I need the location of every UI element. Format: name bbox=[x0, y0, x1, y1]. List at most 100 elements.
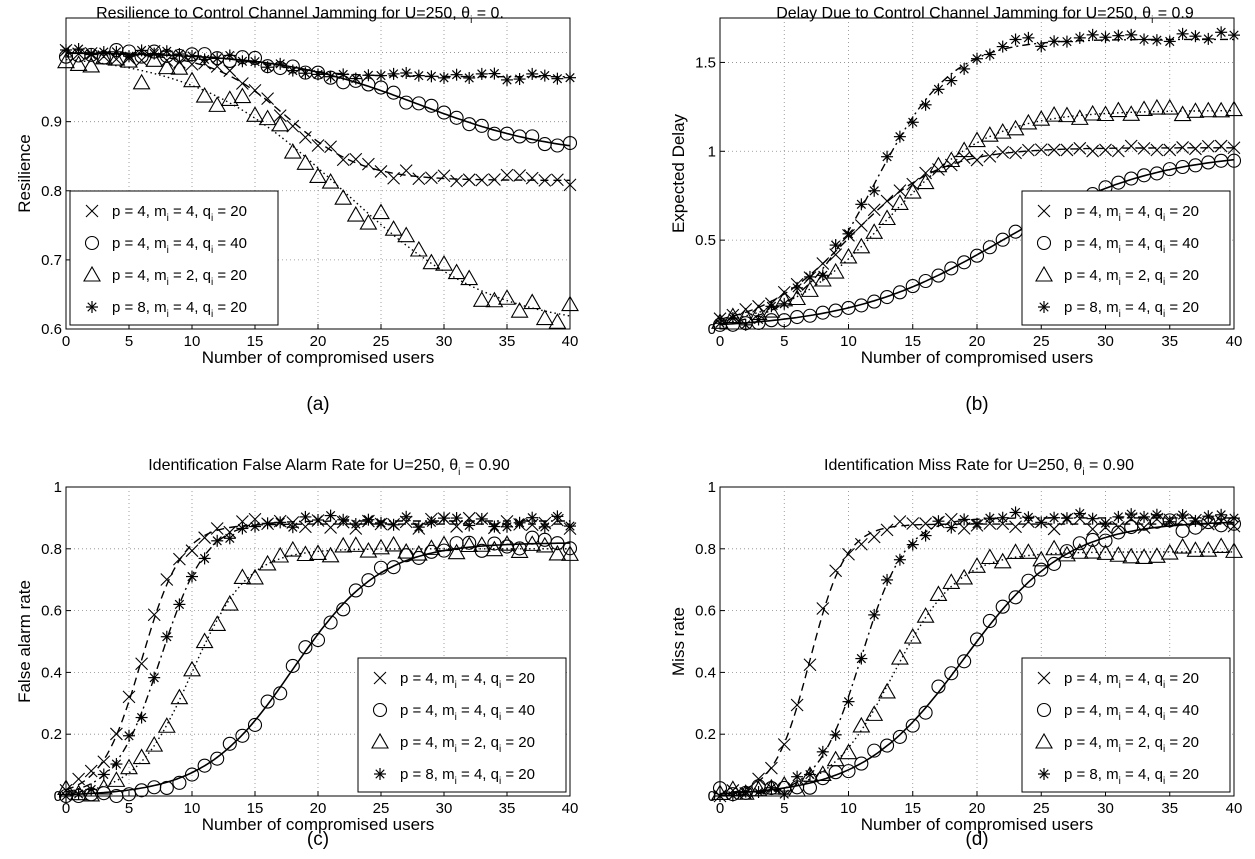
data-point bbox=[1227, 141, 1241, 155]
data-point bbox=[375, 69, 387, 82]
data-point bbox=[210, 522, 224, 535]
data-point bbox=[1060, 35, 1073, 48]
data-point bbox=[472, 536, 491, 552]
x-tick-label: 0 bbox=[716, 333, 724, 350]
data-point bbox=[400, 66, 413, 79]
data-point bbox=[236, 55, 249, 68]
data-point bbox=[726, 312, 739, 325]
y-tick-label: 0 bbox=[54, 788, 62, 805]
x-tick-label: 25 bbox=[1033, 800, 1050, 817]
data-point bbox=[802, 308, 818, 323]
data-point bbox=[918, 705, 933, 720]
data-point bbox=[246, 568, 264, 585]
y-tick-label: 0.9 bbox=[41, 114, 62, 131]
y-tick-label: 0.2 bbox=[41, 726, 62, 743]
legend-marker bbox=[85, 204, 99, 218]
data-point bbox=[880, 523, 894, 537]
data-point bbox=[1047, 143, 1061, 157]
data-point bbox=[714, 317, 726, 330]
data-point bbox=[157, 717, 176, 733]
legend-label: p = 4, mi = 4, qi = 20 bbox=[1064, 670, 1199, 691]
data-point bbox=[1135, 100, 1153, 117]
legend-box bbox=[69, 190, 279, 326]
data-point bbox=[996, 145, 1010, 159]
data-point bbox=[969, 248, 985, 263]
data-point bbox=[880, 194, 894, 208]
data-point bbox=[310, 633, 326, 648]
data-point bbox=[324, 509, 337, 522]
data-point bbox=[944, 261, 959, 276]
data-point bbox=[968, 131, 986, 148]
data-point bbox=[296, 545, 315, 562]
data-point bbox=[1176, 509, 1189, 522]
data-point bbox=[274, 57, 287, 70]
data-point bbox=[157, 58, 176, 75]
data-point bbox=[110, 758, 123, 771]
y-tick-label: 0.2 bbox=[695, 726, 716, 743]
data-point bbox=[1032, 110, 1051, 126]
data-point bbox=[854, 219, 868, 232]
data-point bbox=[980, 126, 999, 142]
series-4 bbox=[60, 43, 576, 86]
data-point bbox=[945, 74, 958, 87]
data-point bbox=[1147, 547, 1166, 563]
x-tick-label: 20 bbox=[310, 800, 327, 817]
data-point bbox=[525, 129, 540, 144]
data-point bbox=[72, 43, 85, 56]
data-point bbox=[449, 110, 464, 125]
legend-label: p = 8, mi = 4, qi = 20 bbox=[1064, 766, 1199, 787]
fit-line-dotted bbox=[719, 110, 1234, 322]
data-point bbox=[97, 768, 110, 781]
legend-marker bbox=[1036, 702, 1052, 718]
data-point bbox=[84, 764, 98, 778]
data-point bbox=[283, 142, 302, 159]
data-point bbox=[1137, 521, 1151, 534]
data-point bbox=[1035, 516, 1048, 529]
legend: p = 4, mi = 4, qi = 20 p = 4, mi = 4, qi … bbox=[1021, 657, 1231, 793]
data-point bbox=[826, 262, 845, 279]
data-point bbox=[274, 516, 287, 529]
x-tick-label: 15 bbox=[247, 800, 264, 817]
data-point bbox=[475, 173, 489, 187]
data-point bbox=[829, 239, 842, 252]
data-point bbox=[525, 171, 539, 185]
y-tick-label: 1.5 bbox=[695, 54, 716, 71]
data-point bbox=[374, 165, 388, 178]
data-point bbox=[1138, 510, 1151, 523]
data-point bbox=[460, 536, 479, 553]
data-point bbox=[397, 542, 416, 559]
data-point bbox=[198, 552, 211, 565]
data-point bbox=[1199, 541, 1218, 557]
data-point bbox=[1086, 522, 1100, 536]
legend-box bbox=[1021, 190, 1231, 326]
chart-c: 0 5 10 15 20 25 30 35 40 0 0.2 0.4 0.6 0.8 1 p = 4, mi … bbox=[15, 457, 579, 850]
data-point bbox=[296, 154, 315, 170]
data-point bbox=[868, 608, 881, 621]
data-point bbox=[1228, 29, 1240, 42]
data-point bbox=[233, 568, 252, 585]
data-point bbox=[488, 173, 501, 186]
data-point bbox=[85, 783, 98, 796]
legend-label: p = 8, mi = 4, qi = 20 bbox=[1064, 299, 1199, 320]
data-point bbox=[893, 515, 907, 528]
data-point bbox=[372, 538, 390, 555]
data-point bbox=[271, 115, 290, 132]
legend-marker bbox=[373, 671, 387, 685]
data-point bbox=[450, 512, 463, 525]
data-point bbox=[879, 289, 895, 305]
data-point bbox=[969, 632, 985, 647]
data-point bbox=[1163, 515, 1176, 528]
data-point bbox=[906, 116, 919, 129]
data-point bbox=[120, 758, 138, 775]
data-point bbox=[1202, 32, 1215, 45]
data-point bbox=[1009, 33, 1022, 46]
x-tick-label: 35 bbox=[1161, 333, 1178, 350]
data-point bbox=[919, 98, 932, 111]
data-point bbox=[60, 790, 72, 802]
data-point bbox=[1226, 153, 1242, 168]
data-point bbox=[854, 756, 869, 771]
legend-label: p = 4, mi = 4, qi = 40 bbox=[112, 235, 247, 256]
data-point bbox=[765, 761, 778, 775]
data-point bbox=[359, 542, 378, 558]
data-point bbox=[195, 632, 214, 649]
